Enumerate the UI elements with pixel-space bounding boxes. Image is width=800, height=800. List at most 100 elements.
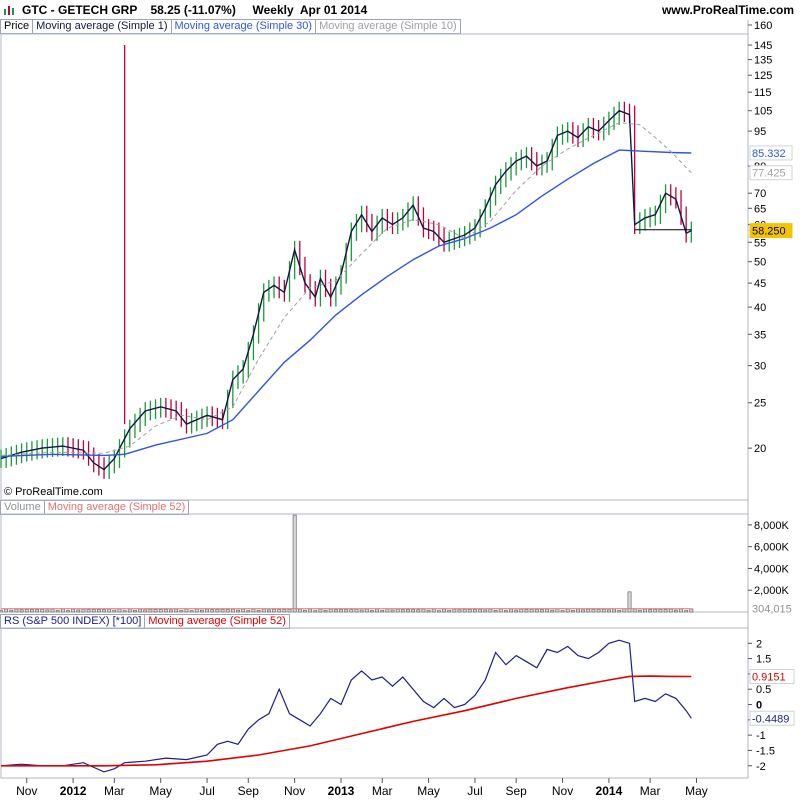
volume-bar [184, 608, 189, 613]
volume-bar [236, 609, 240, 613]
volume-bar [292, 514, 297, 613]
volume-bar [457, 609, 462, 613]
volume-bar [540, 609, 544, 613]
rs-tick-label: 0 [756, 700, 762, 712]
price-tick-label: 145 [754, 40, 772, 52]
price-series-line [0, 122, 692, 456]
volume-bar [163, 608, 168, 613]
volume-bar [76, 609, 81, 613]
volume-bar [117, 608, 122, 613]
volume-bar [653, 609, 658, 613]
volume-legend: Volume Moving average (Simple 52) [0, 500, 190, 515]
volume-bar [277, 609, 282, 613]
volume-bar [406, 609, 410, 613]
rs-tick-label: 2 [756, 638, 762, 650]
volume-bar [673, 609, 678, 613]
rs-series-line [1, 675, 692, 767]
price-tick-label: 105 [754, 106, 772, 118]
legend-volume[interactable]: Volume [0, 500, 45, 515]
price-level-tag [749, 165, 793, 181]
volume-bar [452, 608, 457, 613]
price-legend: Price Moving average (Simple 1) Moving a… [0, 19, 461, 34]
chart-title: GTC - GETECH GRP 58.25 (-11.07%) Weekly … [22, 3, 368, 17]
volume-bar [55, 610, 60, 613]
volume-bar [225, 609, 230, 613]
chart-header: GTC - GETECH GRP 58.25 (-11.07%) Weekly … [0, 0, 800, 20]
x-tick-label: Mar [640, 784, 661, 798]
rs-tick-label: -1 [756, 730, 766, 742]
rs-tick-label: -0.5 [756, 715, 775, 727]
volume-bar [385, 608, 390, 613]
price-tick-label: 160 [754, 20, 772, 32]
volume-bar [308, 608, 313, 613]
volume-bar [261, 608, 266, 613]
x-tick-label: Nov [16, 784, 37, 798]
volume-bar [282, 609, 287, 613]
volume-bar [344, 609, 349, 613]
volume-bar [380, 610, 385, 613]
price-tick-label: 45 [754, 278, 766, 290]
x-tick-label: Mar [372, 784, 393, 798]
volume-bar [179, 610, 184, 613]
chart-logo-icon [4, 6, 14, 15]
volume-bar [622, 608, 627, 613]
site-link[interactable]: www.ProRealTime.com [661, 3, 794, 17]
volume-bar [272, 608, 276, 613]
volume-bar [570, 610, 575, 613]
x-tick-label: 2013 [328, 784, 355, 798]
price-level-tag [749, 145, 793, 161]
volume-bar [400, 609, 405, 613]
volume-bar [138, 608, 142, 613]
legend-volume-ma[interactable]: Moving average (Simple 52) [44, 500, 190, 515]
rs-tick-label: 1 [756, 669, 762, 681]
volume-bar [0, 610, 3, 613]
volume-bar [462, 608, 467, 613]
volume-bar [663, 609, 668, 613]
volume-bar [339, 609, 343, 613]
volume-bar [529, 609, 534, 613]
price-level-label: 85.332 [752, 148, 786, 160]
volume-bar [30, 609, 34, 613]
volume-bar [596, 609, 601, 613]
volume-bar [447, 609, 452, 613]
volume-last-label: 304,015 [752, 604, 792, 616]
legend-rs[interactable]: RS (S&P 500 INDEX) [*100] [0, 614, 146, 629]
volume-bar [473, 609, 477, 613]
x-tick-label: Sep [505, 784, 527, 798]
panel-frame [0, 627, 749, 779]
volume-bar [153, 609, 158, 613]
x-tick-label: 2012 [60, 784, 87, 798]
legend-ma30[interactable]: Moving average (Simple 30) [171, 19, 317, 34]
volume-bar [431, 608, 436, 613]
price-tick-label: 70 [754, 188, 766, 200]
legend-ma10[interactable]: Moving average (Simple 10) [316, 19, 461, 34]
volume-bar [328, 608, 333, 613]
volume-bar [81, 608, 86, 613]
volume-bar [169, 609, 173, 613]
volume-bar [509, 608, 513, 613]
volume-bar [91, 609, 96, 613]
volume-bar [545, 608, 549, 613]
price-level-label: 58.250 [752, 226, 786, 238]
legend-ma1[interactable]: Moving average (Simple 1) [33, 19, 172, 34]
volume-bar [287, 608, 292, 613]
volume-bar [50, 608, 55, 613]
price-tick-label: 115 [754, 87, 772, 99]
credit-text: © ProRealTime.com [4, 486, 103, 498]
volume-bar [478, 608, 483, 613]
volume-bar [318, 608, 323, 613]
rs-tick-label: -2 [756, 761, 766, 773]
volume-bar [637, 609, 642, 613]
volume-bar [256, 610, 261, 613]
volume-bar [158, 609, 163, 613]
volume-bar [668, 608, 673, 613]
legend-rs-ma[interactable]: Moving average (Simple 52) [145, 614, 290, 629]
volume-bar [205, 608, 209, 613]
volume-bar [395, 608, 400, 613]
x-tick-label: May [685, 784, 708, 798]
volume-bar [612, 608, 616, 613]
volume-bar [133, 610, 137, 613]
legend-price[interactable]: Price [0, 19, 34, 34]
volume-bar [421, 608, 426, 613]
